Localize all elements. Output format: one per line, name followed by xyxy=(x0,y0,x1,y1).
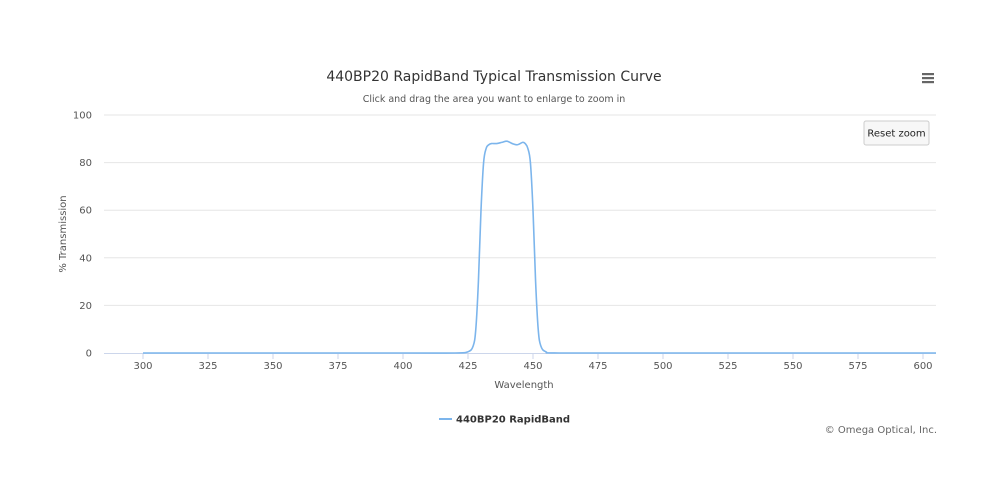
y-tick-label: 40 xyxy=(79,253,92,264)
x-tick-label: 375 xyxy=(328,361,347,372)
reset-zoom-label: Reset zoom xyxy=(867,129,925,140)
chart-menu-button[interactable] xyxy=(918,70,938,86)
x-tick-label: 425 xyxy=(458,361,477,372)
x-tick-label: 475 xyxy=(588,361,607,372)
y-tick-label: 0 xyxy=(86,349,92,360)
x-axis-ticks: 300 325 350 375 400 425 450 475 500 525 550 575 600 xyxy=(133,353,933,372)
y-axis-title: % Transmission xyxy=(58,195,69,272)
y-tick-label: 80 xyxy=(79,158,92,169)
y-tick-label: 100 xyxy=(73,111,92,122)
reset-zoom-button[interactable]: Reset zoom xyxy=(863,120,930,146)
x-tick-label: 350 xyxy=(263,361,282,372)
chart-title: 440BP20 RapidBand Typical Transmission C… xyxy=(326,69,661,85)
legend-item-label: 440BP20 RapidBand xyxy=(456,415,570,426)
y-tick-label: 60 xyxy=(79,206,92,217)
x-tick-label: 575 xyxy=(848,361,867,372)
credits-link[interactable]: © Omega Optical, Inc. xyxy=(825,425,937,436)
chart-subtitle: Click and drag the area you want to enla… xyxy=(363,94,626,105)
y-tick-label: 20 xyxy=(79,301,92,312)
x-tick-label: 550 xyxy=(783,361,802,372)
x-axis-title: Wavelength xyxy=(494,380,553,391)
legend[interactable]: 440BP20 RapidBand xyxy=(439,415,570,426)
grid-lines xyxy=(104,114,936,306)
hamburger-menu-icon xyxy=(922,73,934,84)
x-tick-label: 600 xyxy=(913,361,932,372)
x-tick-label: 400 xyxy=(393,361,412,372)
x-tick-label: 525 xyxy=(718,361,737,372)
series-group xyxy=(143,140,936,354)
series-line-0 xyxy=(143,140,936,354)
x-tick-label: 300 xyxy=(133,361,152,372)
y-axis-ticks: 0 20 40 60 80 100 xyxy=(73,111,92,360)
x-tick-label: 450 xyxy=(523,361,542,372)
x-tick-label: 500 xyxy=(653,361,672,372)
x-tick-label: 325 xyxy=(198,361,217,372)
